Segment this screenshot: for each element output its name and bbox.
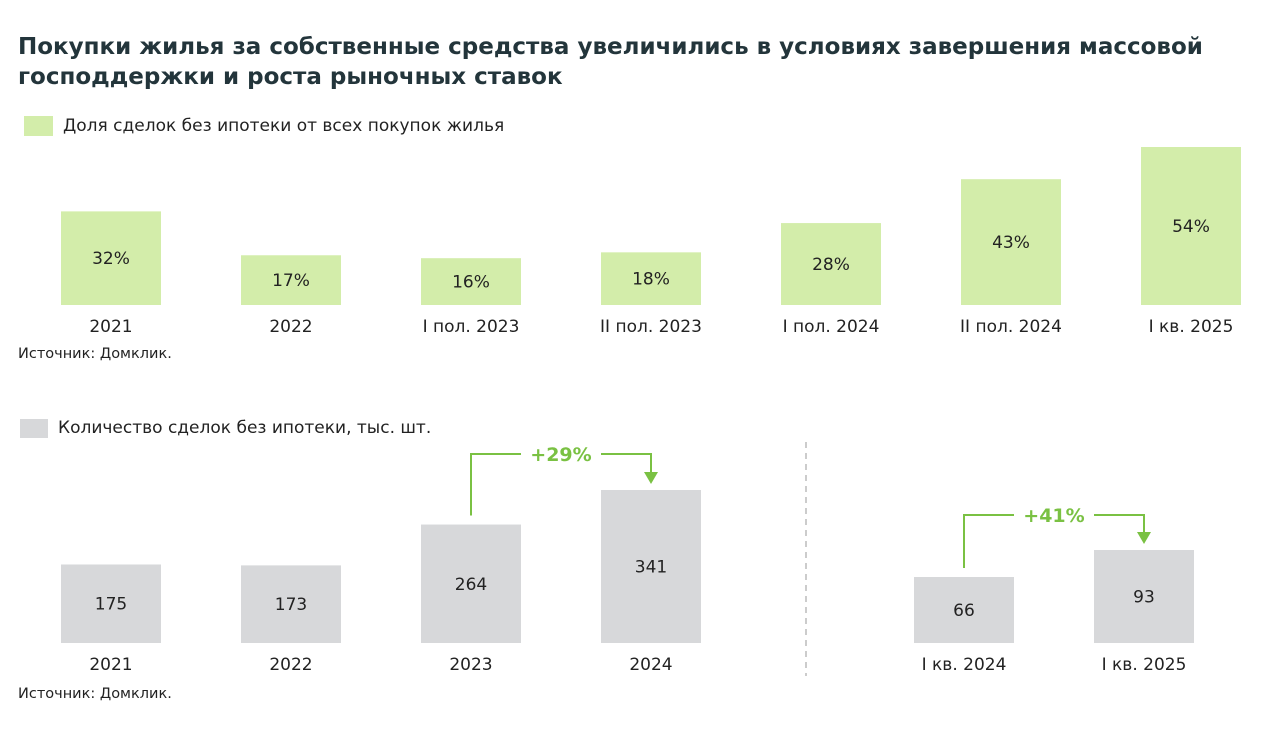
bar-share [601, 252, 701, 305]
legend-label-count: Количество сделок без ипотеки, тыс. шт. [58, 418, 432, 438]
data-label: 17% [272, 271, 310, 291]
legend-count: Количество сделок без ипотеки, тыс. шт. [20, 418, 431, 438]
share-bar-chart: 32% 2021 17% 2022 16% I пол. 2023 18% II пол. 2… [61, 147, 1241, 337]
bar-count [601, 490, 701, 643]
bar-share [781, 223, 881, 305]
data-label: 54% [1172, 217, 1210, 237]
bar-count [241, 565, 341, 643]
legend-share: Доля сделок без ипотеки от всех покупок … [24, 116, 504, 136]
tick-label: 2022 [269, 317, 312, 337]
data-label: 173 [275, 595, 307, 615]
bar-share [241, 255, 341, 305]
bar-count [421, 524, 521, 643]
tick-label: II пол. 2023 [600, 317, 702, 337]
tick-label: I кв. 2025 [1149, 317, 1234, 337]
tick-label: I пол. 2023 [423, 317, 520, 337]
bar-share [61, 211, 161, 305]
tick-label: 2021 [89, 655, 132, 675]
growth-connector-left [470, 453, 521, 516]
data-label: 66 [953, 601, 975, 621]
legend-swatch-grey [20, 418, 48, 438]
data-label: 43% [992, 233, 1030, 253]
tick-label: 2023 [449, 655, 492, 675]
source-note-top: Источник: Домклик. [18, 346, 172, 362]
growth-annotation: +41% [1023, 505, 1084, 527]
source-note-bottom: Источник: Домклик. [18, 686, 172, 702]
tick-label: II пол. 2024 [960, 317, 1062, 337]
bar-count [914, 577, 1014, 643]
bar-share [1141, 147, 1241, 305]
chart-title: Покупки жилья за собственные средства ув… [18, 34, 1203, 90]
data-label: 93 [1133, 588, 1155, 608]
growth-annotation: +29% [530, 444, 591, 466]
bar-count [61, 564, 161, 643]
tick-label: 2024 [629, 655, 672, 675]
data-label: 18% [632, 270, 670, 290]
data-label: 28% [812, 255, 850, 275]
growth-arrowhead [644, 472, 658, 484]
legend-label-share: Доля сделок без ипотеки от всех покупок … [63, 116, 505, 136]
data-label: 16% [452, 273, 490, 293]
data-label: 32% [92, 249, 130, 269]
bar-count [1094, 550, 1194, 643]
tick-label: I кв. 2024 [922, 655, 1007, 675]
tick-label: I кв. 2025 [1102, 655, 1187, 675]
tick-label: 2022 [269, 655, 312, 675]
growth-connector-right [601, 453, 652, 473]
data-label: 175 [95, 595, 127, 615]
growth-arrowhead [1137, 532, 1151, 544]
data-label: 341 [635, 558, 667, 578]
bar-share [961, 179, 1061, 305]
legend-swatch-green [24, 116, 53, 136]
growth-connector-right [1094, 514, 1145, 533]
bar-share [421, 258, 521, 305]
data-label: 264 [455, 575, 487, 595]
tick-label: I пол. 2024 [783, 317, 880, 337]
tick-label: 2021 [89, 317, 132, 337]
growth-connector-left [963, 514, 1014, 568]
